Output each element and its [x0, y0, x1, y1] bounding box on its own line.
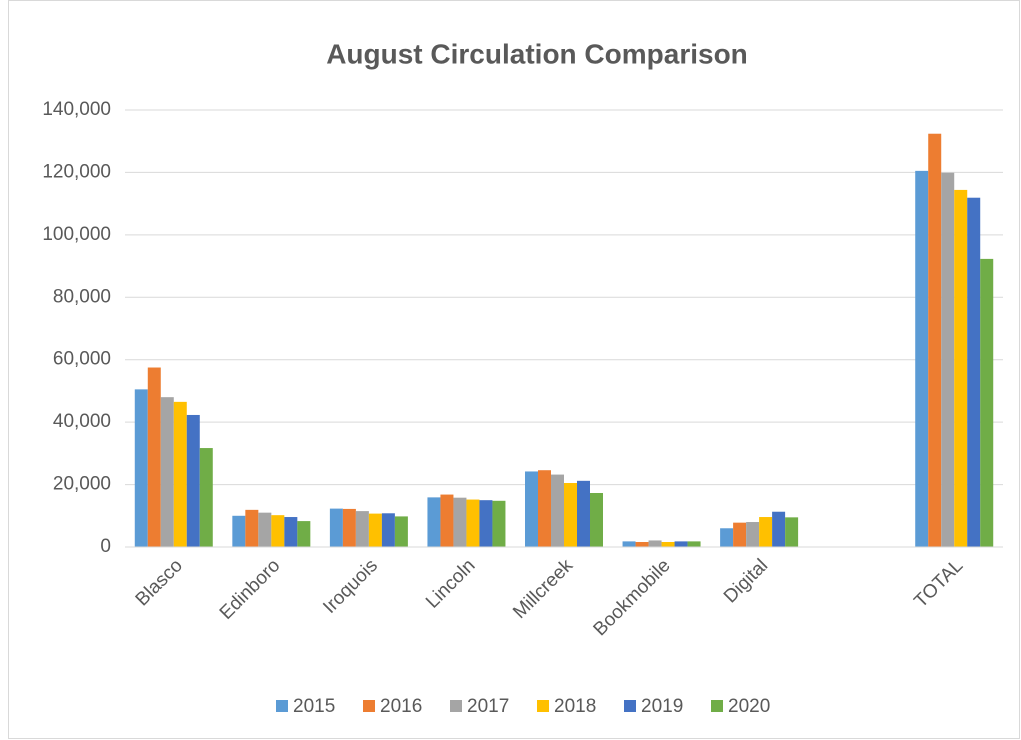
bar	[394, 516, 408, 547]
bar	[622, 541, 636, 547]
bar	[928, 133, 942, 548]
legend-swatch	[537, 700, 549, 712]
bar	[466, 499, 480, 547]
bar	[733, 522, 747, 547]
legend-swatch	[450, 700, 462, 712]
bar	[551, 474, 564, 547]
legend-label: 2016	[380, 696, 422, 717]
legend-label: 2020	[728, 696, 770, 717]
bar	[381, 513, 395, 547]
bar	[635, 542, 649, 547]
bar	[134, 389, 148, 547]
bar	[538, 470, 551, 547]
bar	[245, 509, 259, 547]
legend-label: 2015	[293, 696, 335, 717]
bar	[980, 258, 994, 547]
bar	[492, 500, 506, 547]
y-tick-label: 20,000	[53, 474, 111, 495]
bar	[564, 483, 577, 547]
bar	[232, 515, 246, 547]
bar	[258, 512, 272, 547]
bar	[453, 497, 467, 547]
bar	[297, 521, 311, 547]
bar	[687, 541, 701, 547]
bar	[284, 517, 298, 547]
bar	[525, 471, 538, 547]
bar	[147, 367, 161, 547]
bar	[746, 522, 760, 547]
legend-label: 2019	[641, 696, 683, 717]
bar	[772, 511, 786, 547]
legend-swatch	[711, 700, 723, 712]
bar	[329, 508, 343, 547]
y-tick-label: 60,000	[53, 349, 111, 370]
bar	[271, 515, 285, 547]
legend-swatch	[363, 700, 375, 712]
y-tick-label: 80,000	[53, 286, 111, 307]
bar	[674, 541, 688, 547]
legend-swatch	[276, 700, 288, 712]
y-tick-label: 100,000	[42, 224, 111, 245]
bar	[173, 401, 187, 547]
bar	[440, 494, 454, 547]
bar	[648, 540, 662, 547]
bar	[967, 197, 981, 547]
bar	[186, 414, 200, 547]
y-tick-label: 0	[100, 536, 111, 557]
bar	[915, 170, 929, 547]
bar	[941, 172, 955, 547]
y-tick-label: 120,000	[42, 161, 111, 182]
bar	[342, 508, 356, 547]
bar	[661, 542, 675, 547]
bar	[160, 397, 174, 547]
bar	[368, 513, 382, 547]
bar	[355, 511, 369, 547]
y-tick-label: 140,000	[42, 99, 111, 120]
bar	[954, 189, 968, 547]
legend-swatch	[624, 700, 636, 712]
bar	[577, 480, 590, 547]
bar	[720, 528, 734, 547]
chart-border	[8, 0, 1020, 739]
bar	[427, 497, 441, 547]
y-tick-label: 40,000	[53, 411, 111, 432]
legend-label: 2018	[554, 696, 596, 717]
bar	[785, 517, 799, 547]
legend-label: 2017	[467, 696, 509, 717]
bar	[590, 492, 603, 547]
bar	[199, 448, 213, 547]
bar	[759, 517, 773, 547]
bar	[479, 500, 493, 547]
chart-title: August Circulation Comparison	[326, 38, 748, 69]
